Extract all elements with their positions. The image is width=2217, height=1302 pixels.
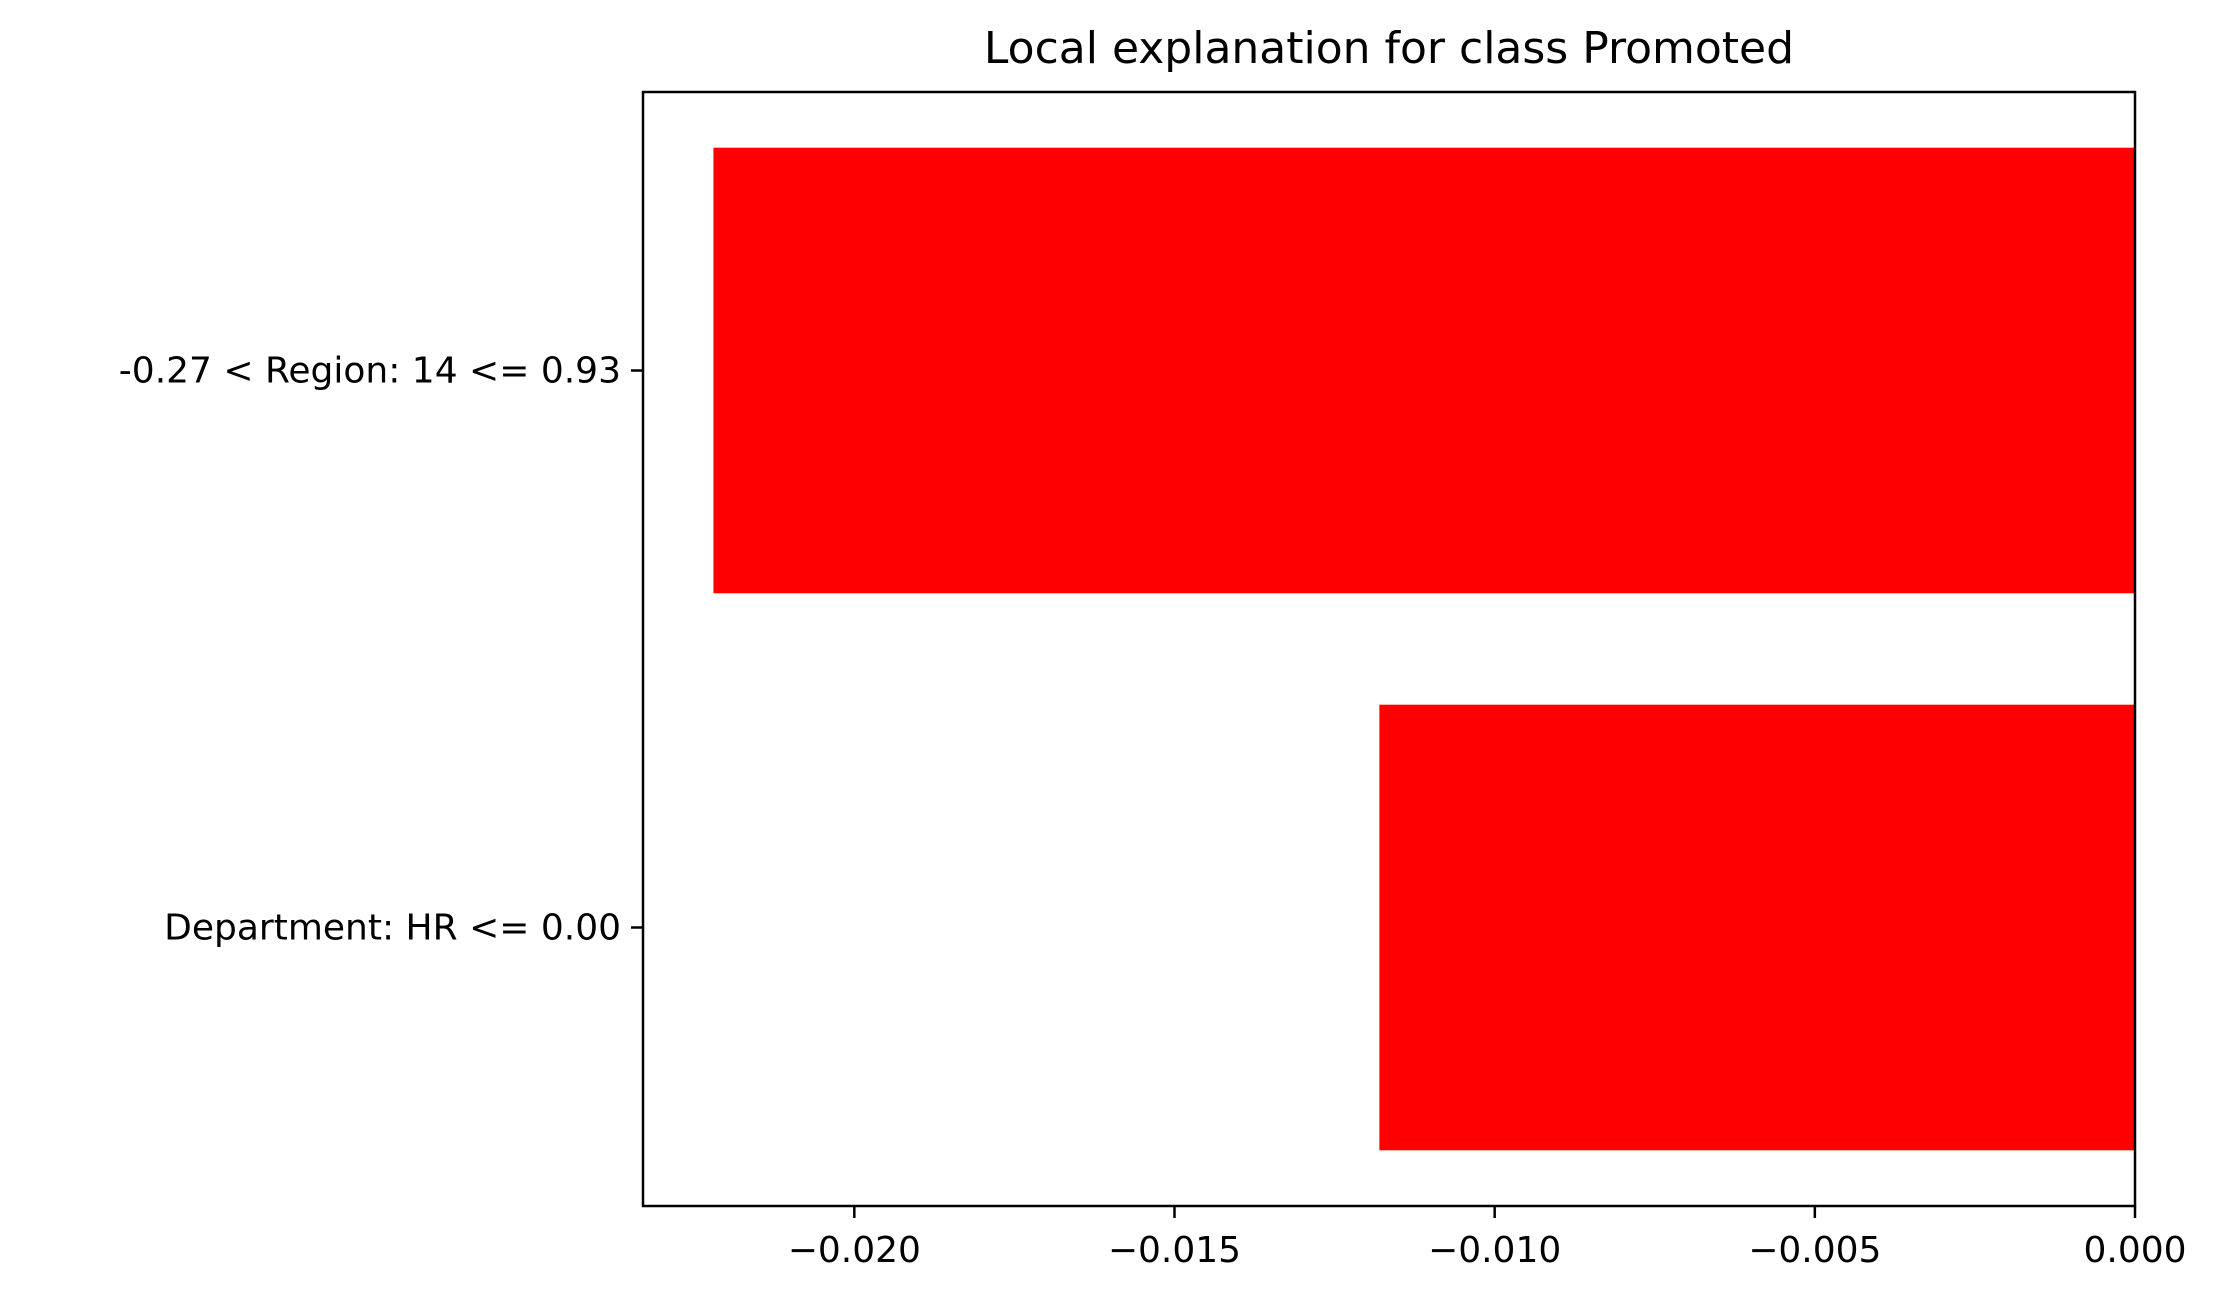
bar-1 bbox=[713, 147, 2135, 594]
plot-frame bbox=[641, 90, 2137, 1208]
x-tick-label-2: −0.010 bbox=[1428, 1230, 1561, 1271]
x-tick-label-0: −0.020 bbox=[788, 1230, 921, 1271]
ticks-layer: Department: HR <= 0.00 -0.27 < Region: 14… bbox=[119, 351, 2187, 1272]
y-tick-label-0: Department: HR <= 0.00 bbox=[164, 908, 621, 949]
chart-title: Local explanation for class Promoted bbox=[984, 23, 1794, 74]
x-tick-label-4: 0.000 bbox=[2083, 1230, 2186, 1271]
bar-0 bbox=[1379, 704, 2135, 1151]
x-tick-label-3: −0.005 bbox=[1748, 1230, 1881, 1271]
bars-layer bbox=[713, 147, 2135, 1151]
y-tick-label-1: -0.27 < Region: 14 <= 0.93 bbox=[119, 351, 621, 392]
x-tick-label-1: −0.015 bbox=[1108, 1230, 1241, 1271]
